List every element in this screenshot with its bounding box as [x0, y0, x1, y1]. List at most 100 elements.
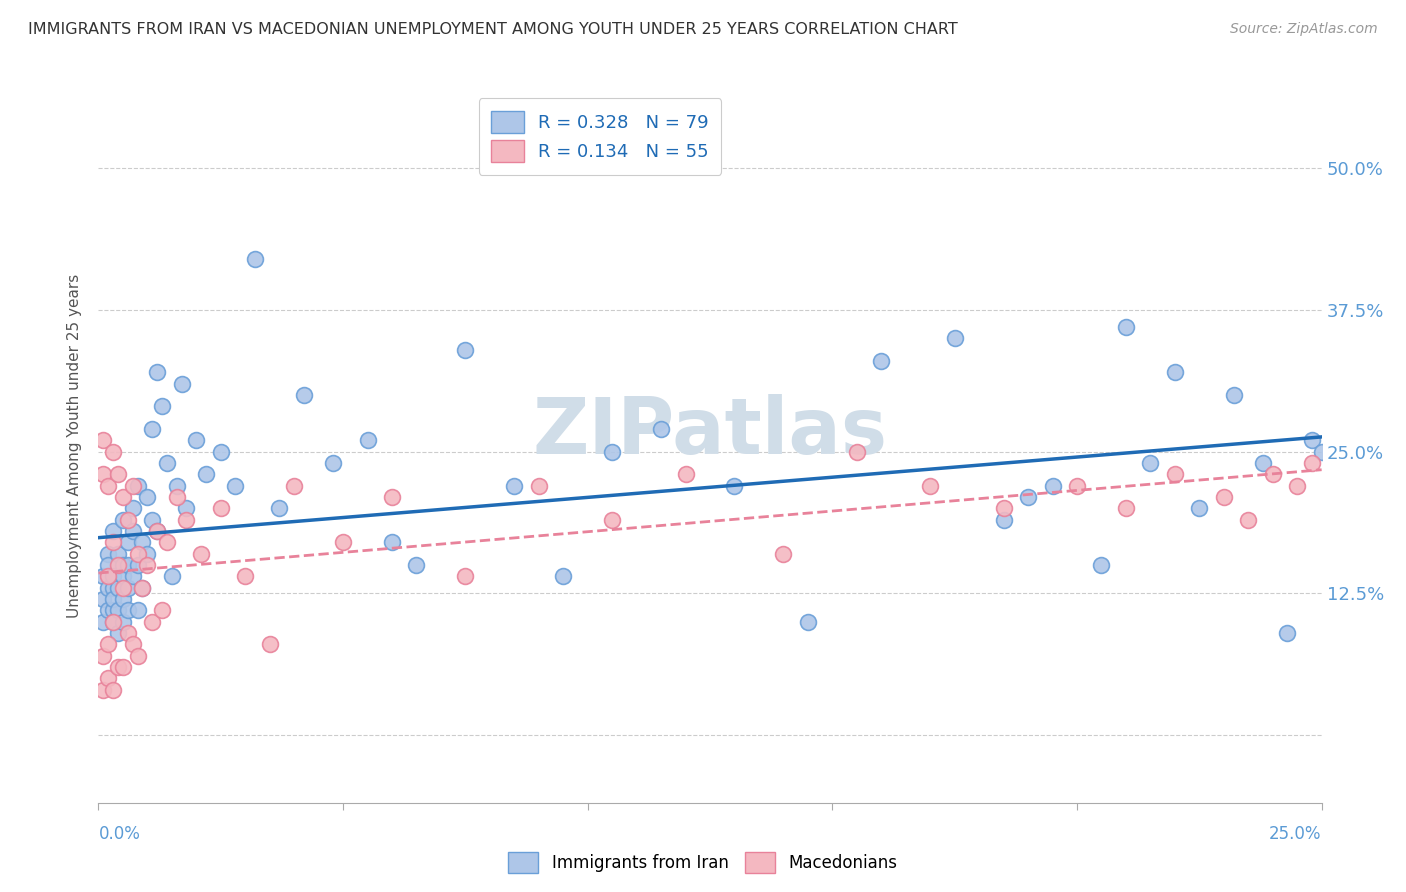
Point	[91, 434, 114, 448]
Point	[870, 354, 893, 368]
Text: 25.0%: 25.0%	[1270, 825, 1322, 843]
Point	[156, 456, 179, 470]
Point	[91, 467, 114, 482]
Point	[1066, 478, 1088, 492]
Point	[127, 547, 149, 561]
Point	[454, 569, 477, 583]
Point	[1251, 456, 1274, 470]
Point	[146, 524, 169, 538]
Point	[136, 558, 159, 572]
Point	[600, 513, 623, 527]
Point	[141, 513, 163, 527]
Point	[1164, 365, 1187, 379]
Point	[920, 478, 942, 492]
Point	[190, 547, 212, 561]
Point	[156, 535, 179, 549]
Point	[111, 569, 134, 583]
Point	[101, 682, 124, 697]
Point	[97, 478, 120, 492]
Point	[117, 581, 139, 595]
Point	[107, 581, 129, 595]
Point	[111, 581, 134, 595]
Point	[121, 569, 143, 583]
Point	[141, 615, 163, 629]
Point	[127, 603, 149, 617]
Point	[1115, 320, 1137, 334]
Point	[97, 603, 120, 617]
Text: 0.0%: 0.0%	[98, 825, 141, 843]
Point	[176, 513, 198, 527]
Point	[111, 591, 134, 606]
Point	[381, 490, 404, 504]
Point	[332, 535, 354, 549]
Point	[91, 682, 114, 697]
Point	[121, 637, 143, 651]
Point	[91, 569, 114, 583]
Point	[136, 547, 159, 561]
Point	[1237, 513, 1260, 527]
Point	[136, 490, 159, 504]
Point	[97, 581, 120, 595]
Point	[1139, 456, 1161, 470]
Point	[101, 569, 124, 583]
Point	[405, 558, 427, 572]
Point	[111, 660, 134, 674]
Point	[101, 444, 124, 458]
Point	[150, 603, 173, 617]
Point	[993, 501, 1015, 516]
Point	[97, 569, 120, 583]
Point	[101, 591, 124, 606]
Point	[243, 252, 266, 266]
Point	[845, 444, 868, 458]
Point	[91, 591, 114, 606]
Point	[107, 603, 129, 617]
Legend: R = 0.328   N = 79, R = 0.134   N = 55: R = 0.328 N = 79, R = 0.134 N = 55	[478, 98, 721, 175]
Point	[160, 569, 183, 583]
Point	[166, 478, 188, 492]
Point	[141, 422, 163, 436]
Point	[121, 478, 143, 492]
Point	[121, 524, 143, 538]
Point	[356, 434, 378, 448]
Point	[943, 331, 966, 345]
Point	[1301, 434, 1323, 448]
Point	[1222, 388, 1244, 402]
Point	[1310, 444, 1333, 458]
Point	[101, 535, 124, 549]
Point	[1188, 501, 1211, 516]
Point	[1286, 478, 1309, 492]
Text: IMMIGRANTS FROM IRAN VS MACEDONIAN UNEMPLOYMENT AMONG YOUTH UNDER 25 YEARS CORRE: IMMIGRANTS FROM IRAN VS MACEDONIAN UNEMP…	[28, 22, 957, 37]
Point	[1261, 467, 1284, 482]
Point	[186, 434, 208, 448]
Point	[993, 513, 1015, 527]
Point	[292, 388, 315, 402]
Point	[117, 513, 139, 527]
Point	[117, 603, 139, 617]
Point	[111, 513, 134, 527]
Legend: Immigrants from Iran, Macedonians: Immigrants from Iran, Macedonians	[502, 846, 904, 880]
Text: ZIPatlas: ZIPatlas	[533, 393, 887, 470]
Point	[127, 558, 149, 572]
Point	[131, 581, 153, 595]
Point	[772, 547, 794, 561]
Point	[107, 547, 129, 561]
Point	[101, 581, 124, 595]
Point	[527, 478, 550, 492]
Point	[150, 400, 173, 414]
Point	[1212, 490, 1234, 504]
Point	[127, 648, 149, 663]
Point	[553, 569, 575, 583]
Point	[91, 615, 114, 629]
Point	[283, 478, 305, 492]
Point	[1090, 558, 1112, 572]
Point	[97, 637, 120, 651]
Point	[101, 603, 124, 617]
Point	[1115, 501, 1137, 516]
Point	[1017, 490, 1039, 504]
Point	[224, 478, 246, 492]
Point	[322, 456, 344, 470]
Point	[454, 343, 477, 357]
Point	[269, 501, 291, 516]
Point	[107, 467, 129, 482]
Point	[117, 535, 139, 549]
